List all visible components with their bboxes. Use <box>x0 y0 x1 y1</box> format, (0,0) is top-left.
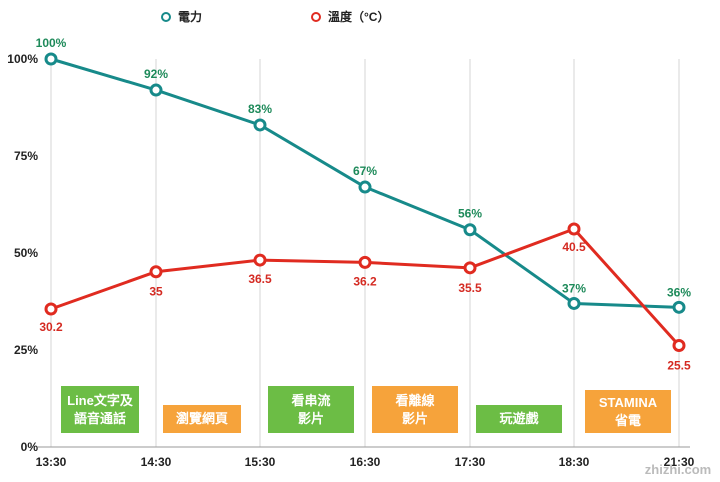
data-label: 67% <box>353 164 377 178</box>
x-axis: 13:30 14:30 15:30 16:30 17:30 18:30 21:30 <box>36 455 695 469</box>
activity-label: Line文字及 語音通話 <box>61 386 139 433</box>
data-point <box>672 300 686 314</box>
series-layer: 100% 92% 83% 67% 56% 37% 36% 30.2 35 36.5 36.2 35.5… <box>36 36 692 373</box>
y-tick-label: 50% <box>14 246 38 260</box>
data-point <box>253 118 267 132</box>
data-label: 36% <box>667 285 691 299</box>
data-point <box>358 180 372 194</box>
y-axis: 0% 25% 50% 75% 100% <box>7 52 38 454</box>
x-tick-label: 16:30 <box>350 455 381 469</box>
data-label: 40.5 <box>562 240 586 254</box>
data-label: 92% <box>144 67 168 81</box>
legend-label: 溫度（°C） <box>328 9 389 24</box>
y-tick-label: 25% <box>14 343 38 357</box>
data-point <box>463 261 477 275</box>
data-point <box>149 83 163 97</box>
y-tick-label: 0% <box>21 440 39 454</box>
activity-label: STAMINA 省電 <box>585 390 671 433</box>
data-label: 100% <box>36 36 67 50</box>
x-tick-label: 17:30 <box>455 455 486 469</box>
legend-marker <box>161 12 171 22</box>
data-label: 35.5 <box>458 281 482 295</box>
activity-label: 看離線 影片 <box>372 386 458 433</box>
data-label: 35 <box>149 285 163 299</box>
y-tick-label: 75% <box>14 149 38 163</box>
x-tick-label: 15:30 <box>245 455 276 469</box>
legend-label: 電力 <box>178 9 202 24</box>
data-point <box>149 265 163 279</box>
data-label: 56% <box>458 207 482 221</box>
data-label: 25.5 <box>667 359 691 373</box>
data-point <box>567 296 581 310</box>
data-point <box>672 339 686 353</box>
data-point <box>463 223 477 237</box>
data-label: 37% <box>562 281 586 295</box>
data-label: 36.2 <box>353 274 377 288</box>
data-label: 36.5 <box>248 272 272 286</box>
y-tick-label: 100% <box>7 52 38 66</box>
data-point <box>44 52 58 66</box>
x-tick-label: 21:30 <box>664 455 695 469</box>
x-tick-label: 18:30 <box>559 455 590 469</box>
x-tick-label: 14:30 <box>141 455 172 469</box>
data-label: 83% <box>248 102 272 116</box>
data-point <box>253 253 267 267</box>
activity-label: 玩遊戲 <box>476 405 562 433</box>
data-point <box>567 222 581 236</box>
x-tick-label: 13:30 <box>36 455 67 469</box>
legend: 電力 溫度（°C） <box>161 9 389 24</box>
legend-marker <box>311 12 321 22</box>
activity-label: 瀏覽網頁 <box>163 405 241 433</box>
data-point <box>44 302 58 316</box>
data-label: 30.2 <box>39 320 63 334</box>
activity-label: 看串流 影片 <box>268 386 354 433</box>
watermark-text: zhizhi.com <box>645 462 711 477</box>
watermark: zhizhi.com <box>645 462 711 477</box>
data-point <box>358 255 372 269</box>
